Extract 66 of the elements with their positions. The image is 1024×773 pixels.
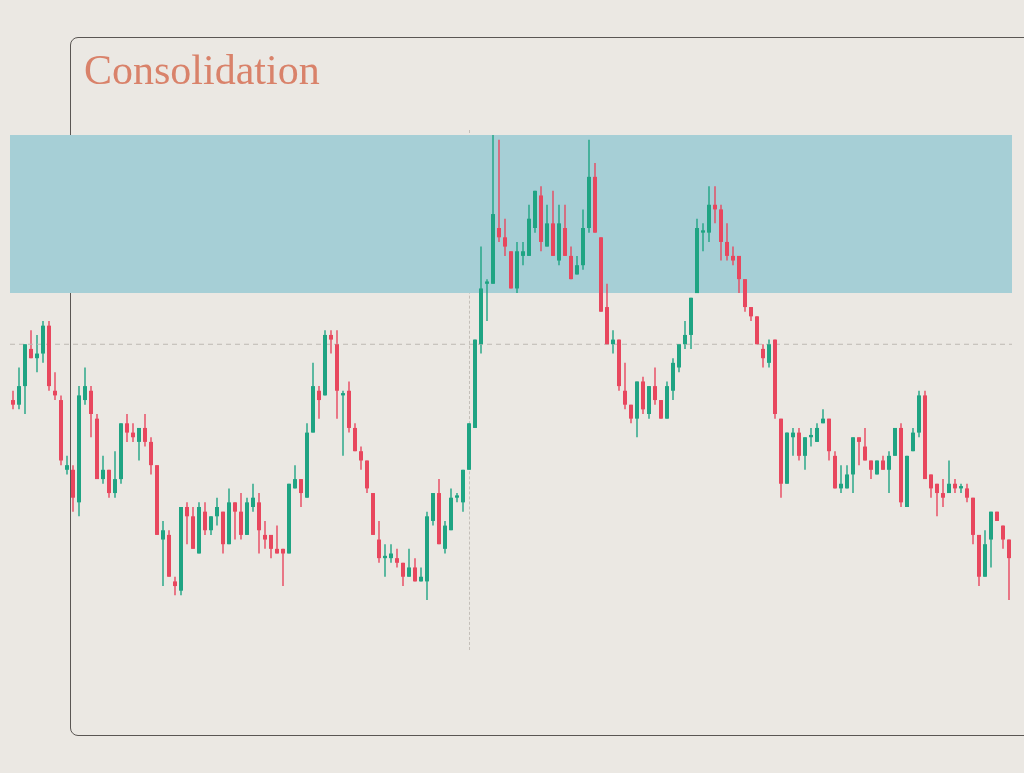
candlestick	[101, 455, 105, 485]
candlestick	[659, 399, 663, 420]
candlestick	[161, 520, 165, 587]
candlestick	[143, 413, 147, 448]
candlestick	[521, 241, 525, 266]
candlestick	[29, 329, 33, 359]
candlestick	[299, 478, 303, 508]
candlestick	[281, 548, 285, 587]
candlestick	[455, 492, 459, 504]
candlestick	[11, 390, 15, 411]
candlestick	[683, 320, 687, 350]
candlestick	[353, 422, 357, 452]
candlestick	[317, 385, 321, 420]
candlestick	[137, 427, 141, 462]
candlestick	[737, 255, 741, 294]
candlestick	[263, 520, 267, 550]
candlestick	[113, 450, 117, 499]
candlestick	[767, 338, 771, 369]
candlestick	[407, 548, 411, 578]
candlestick	[173, 576, 177, 597]
candlestick	[485, 278, 489, 322]
candlestick	[623, 362, 627, 411]
candlestick	[929, 473, 933, 499]
candlestick	[17, 366, 21, 411]
candlestick	[185, 501, 189, 545]
candlestick	[545, 204, 549, 248]
candlestick	[251, 483, 255, 513]
candlestick	[815, 422, 819, 443]
candlestick	[83, 366, 87, 406]
candlestick	[275, 524, 279, 555]
candlestick	[239, 492, 243, 541]
candlestick	[215, 497, 219, 527]
candlestick	[701, 222, 705, 252]
candlestick	[725, 222, 729, 262]
candlestick	[887, 450, 891, 494]
candlestick	[947, 459, 951, 494]
candlestick	[497, 138, 501, 243]
candlestick	[89, 385, 93, 438]
candlestick	[209, 515, 213, 536]
candlestick	[359, 445, 363, 471]
candlestick	[803, 436, 807, 471]
chart-title: Consolidation	[84, 46, 320, 94]
candlestick	[941, 478, 945, 508]
candlestick	[125, 413, 129, 443]
candlestick	[203, 501, 207, 536]
candlestick	[965, 483, 969, 504]
candlestick	[863, 427, 867, 462]
candlestick	[377, 520, 381, 564]
candlestick	[65, 455, 69, 476]
candlestick	[149, 436, 153, 476]
candlestick	[443, 520, 447, 555]
candlestick	[575, 255, 579, 276]
candlestick	[107, 469, 111, 499]
candlestick	[233, 501, 237, 541]
candlestick	[503, 218, 507, 257]
candlestick	[1007, 538, 1011, 601]
candlestick	[797, 427, 801, 462]
candlestick	[395, 548, 399, 569]
candlestick	[731, 245, 735, 266]
candlestick	[329, 329, 333, 355]
candlestick	[761, 343, 765, 369]
candlestick	[857, 436, 861, 466]
candlestick	[935, 483, 939, 517]
candlestick	[569, 245, 573, 280]
candlestick	[677, 343, 681, 373]
candlestick	[653, 366, 657, 406]
